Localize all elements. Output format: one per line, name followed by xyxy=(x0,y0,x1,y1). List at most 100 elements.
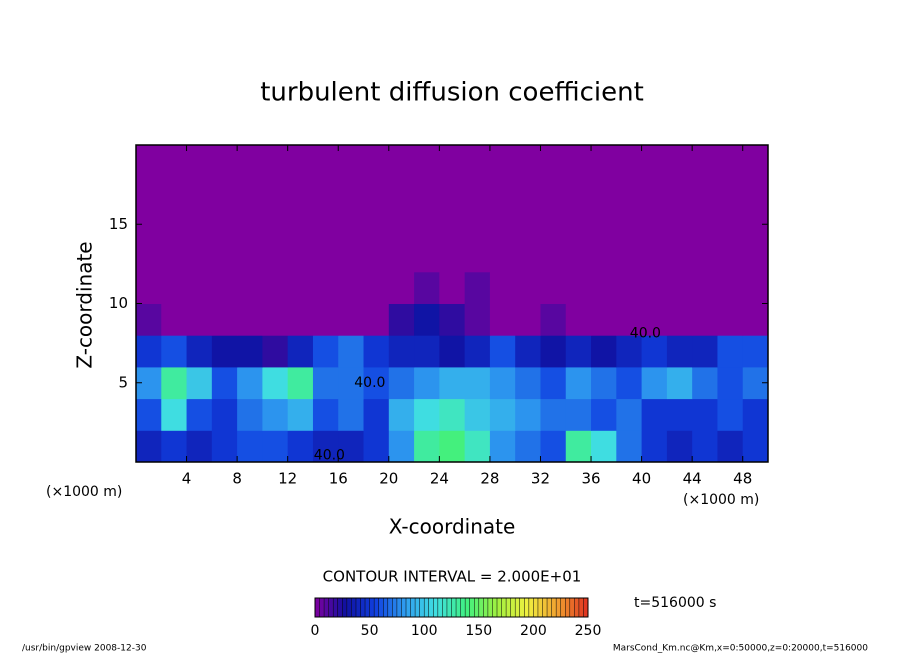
colorbar-swatch xyxy=(469,598,475,617)
heatmap-cell xyxy=(540,271,567,304)
heatmap-cell xyxy=(186,240,213,273)
heatmap-cell xyxy=(388,335,415,368)
heatmap-cell xyxy=(464,176,491,209)
heatmap-cell xyxy=(439,335,466,368)
heatmap-cell xyxy=(363,430,390,463)
heatmap-cell xyxy=(237,430,263,463)
heatmap-cell xyxy=(211,271,238,304)
heatmap-cell xyxy=(591,208,617,241)
colorbar-tick-label: 150 xyxy=(465,623,492,639)
colorbar-swatch xyxy=(319,598,325,617)
heatmap-cell xyxy=(565,335,592,368)
heatmap-cell xyxy=(287,240,314,273)
heatmap-cell xyxy=(414,176,440,209)
heatmap-cell xyxy=(616,271,643,304)
heatmap-cell xyxy=(136,271,162,304)
heatmap-cell xyxy=(666,208,693,241)
heatmap-cell xyxy=(287,398,314,431)
heatmap-cell xyxy=(312,176,339,209)
y-tick-label: 10 xyxy=(109,294,128,312)
heatmap-cell xyxy=(363,176,390,209)
heatmap-cell xyxy=(464,366,491,400)
heatmap-cell xyxy=(363,335,390,368)
heatmap-cell xyxy=(591,398,617,431)
heatmap-cell xyxy=(388,208,415,241)
colorbar-swatch xyxy=(396,598,402,617)
colorbar-swatch xyxy=(360,598,366,617)
colorbar-swatch xyxy=(351,598,356,617)
x-tick-label: 4 xyxy=(182,470,192,488)
heatmap-cell xyxy=(464,398,491,431)
heatmap-cell xyxy=(742,176,769,209)
colorbar-swatch xyxy=(537,598,543,617)
colorbar-swatch xyxy=(410,598,416,617)
heatmap-cell xyxy=(692,366,718,400)
colorbar-swatch xyxy=(383,598,388,617)
heatmap-cell xyxy=(692,271,718,304)
colorbar-swatch xyxy=(337,598,343,617)
heatmap-cell xyxy=(641,271,668,304)
heatmap-cell xyxy=(363,303,390,336)
heatmap-cell xyxy=(540,176,567,209)
x-axis-label: X-coordinate xyxy=(389,515,516,539)
heatmap-cell xyxy=(186,271,213,304)
colorbar-swatch xyxy=(533,598,538,617)
heatmap-cell xyxy=(161,398,188,431)
heatmap-cell xyxy=(439,303,466,336)
colorbar-swatch xyxy=(378,598,384,617)
heatmap-cell xyxy=(540,430,567,463)
heatmap-cell xyxy=(439,208,466,241)
heatmap-cell xyxy=(211,303,238,336)
colorbar-swatch xyxy=(374,598,379,617)
heatmap-cell xyxy=(464,335,491,368)
heatmap-cell xyxy=(363,271,390,304)
colorbar-swatch xyxy=(442,598,447,617)
heatmap-cell xyxy=(591,366,617,400)
heatmap-cell xyxy=(388,271,415,304)
contour-label: 40.0 xyxy=(630,326,661,342)
heatmap-cell xyxy=(262,366,289,400)
heatmap-cell xyxy=(338,176,365,209)
y-tick-label: 15 xyxy=(109,215,128,233)
colorbar-tick-label: 250 xyxy=(575,623,602,639)
heatmap-cell xyxy=(641,145,668,178)
heatmap-cell xyxy=(161,145,188,178)
heatmap-cell xyxy=(312,303,339,336)
heatmap-cell xyxy=(515,176,541,209)
heatmap-cell xyxy=(211,145,238,178)
heatmap-cell xyxy=(414,208,440,241)
colorbar-swatch xyxy=(365,598,370,617)
heatmap-cell xyxy=(237,335,263,368)
heatmap-cell xyxy=(489,335,516,368)
colorbar-swatch xyxy=(578,598,584,617)
heatmap-cell xyxy=(464,271,491,304)
heatmap-cell xyxy=(388,145,415,178)
heatmap-cell xyxy=(287,271,314,304)
heatmap-cell xyxy=(262,208,289,241)
colorbar-swatch xyxy=(506,598,511,617)
heatmap-cell xyxy=(388,176,415,209)
heatmap-cell xyxy=(717,208,744,241)
heatmap-cell xyxy=(211,366,238,400)
heatmap-cell xyxy=(237,145,263,178)
heatmap-cell xyxy=(186,366,213,400)
heatmap-cell xyxy=(439,176,466,209)
colorbar-swatch xyxy=(437,598,443,617)
heatmap-cell xyxy=(439,271,466,304)
heatmap-cell xyxy=(237,366,263,400)
heatmap-cell xyxy=(136,303,162,336)
heatmap-cell xyxy=(338,366,365,400)
heatmap-cell xyxy=(262,271,289,304)
heatmap-cell xyxy=(692,240,718,273)
x-tick-label: 36 xyxy=(581,470,600,488)
heatmap-cell xyxy=(237,240,263,273)
heatmap-cell xyxy=(641,366,668,400)
heatmap-cell xyxy=(616,398,643,431)
heatmap-cell xyxy=(616,240,643,273)
heatmap-cell xyxy=(262,430,289,463)
heatmap-cell xyxy=(641,240,668,273)
colorbar-swatch xyxy=(515,598,520,617)
heatmap-cell xyxy=(338,335,365,368)
heatmap-cell xyxy=(136,398,162,431)
